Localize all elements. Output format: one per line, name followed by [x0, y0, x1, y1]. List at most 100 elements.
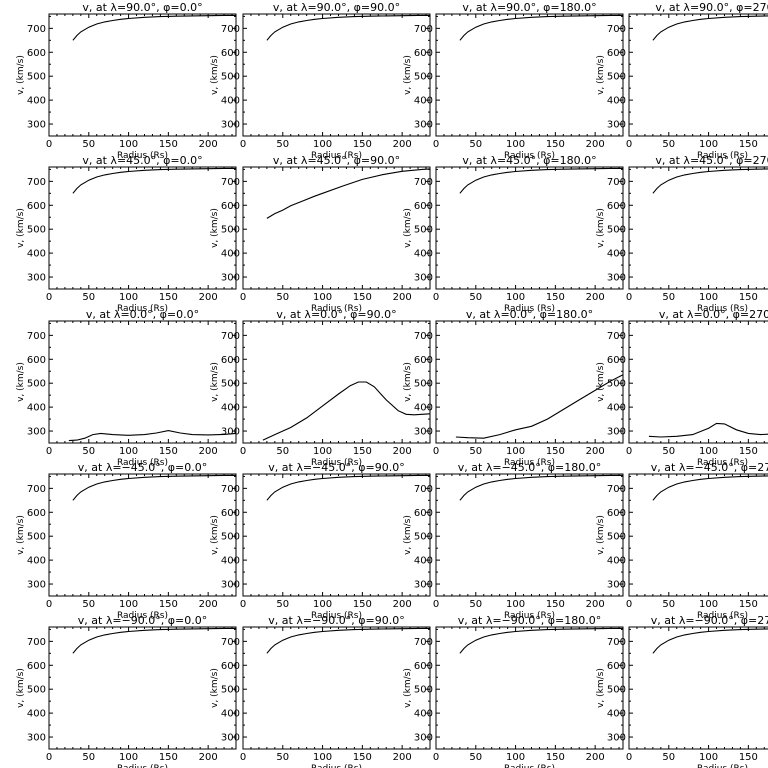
- x-axis-label: Radius (Rs): [311, 458, 362, 468]
- panel-6: v, at λ=45.0°, φ=90.0°0 50 100 150 200300400…: [210, 154, 431, 314]
- y-tick-label: 400: [607, 556, 626, 567]
- series-line: [455, 374, 624, 439]
- series-line: [266, 14, 430, 41]
- x-tick-label: 50: [276, 292, 289, 303]
- y-tick-label: 300: [414, 580, 433, 591]
- x-tick-label: 50: [82, 292, 95, 303]
- plot-frame: [48, 13, 237, 137]
- x-tick-label: 50: [82, 599, 95, 610]
- x-tick-label: 100: [699, 292, 718, 303]
- y-axis-label: v, (km/s): [16, 362, 26, 402]
- series-line: [459, 627, 623, 654]
- y-tick-label: 300: [414, 273, 433, 284]
- y-tick-label: 400: [414, 249, 433, 260]
- y-tick-label: 600: [221, 201, 240, 212]
- x-axis-label: Radius (Rs): [311, 304, 362, 314]
- y-tick-label: 700: [27, 637, 46, 648]
- y-tick-label: 700: [607, 484, 626, 495]
- y-tick-label: 600: [414, 661, 433, 672]
- x-tick-label: 50: [469, 446, 482, 457]
- y-tick-label: 300: [607, 733, 626, 744]
- y-axis-label: v, (km/s): [403, 668, 413, 708]
- panel-title: v, at λ=90.0°, φ=180.0°: [462, 1, 596, 14]
- x-tick-label: 200: [199, 139, 218, 150]
- series-line: [652, 168, 768, 194]
- series-line: [459, 474, 623, 501]
- x-tick-label: 100: [119, 446, 138, 457]
- plot-frame: [242, 626, 431, 750]
- y-tick-label: 400: [27, 403, 46, 414]
- x-tick-label: 150: [739, 599, 758, 610]
- x-tick-label: 200: [199, 599, 218, 610]
- panel-title: v, at λ=45.0°, φ=270.0°: [655, 154, 768, 167]
- series-line: [266, 474, 430, 501]
- plot-frame: [242, 320, 431, 444]
- x-tick-label: 150: [739, 139, 758, 150]
- y-tick-label: 500: [221, 532, 240, 543]
- panel-3: v, at λ=90.0°, φ=180.0°0 50 100 150 20030040…: [403, 1, 624, 161]
- x-tick-label: 150: [159, 292, 178, 303]
- y-axis-label: v, (km/s): [210, 208, 220, 248]
- x-axis-label: Radius (Rs): [504, 764, 555, 768]
- x-tick-label: 50: [662, 139, 675, 150]
- y-axis-label: v, (km/s): [210, 362, 220, 402]
- plot-frame: [435, 13, 624, 137]
- y-tick-label: 300: [414, 733, 433, 744]
- panel-title: v, at λ=0.0°, φ=270.0°: [659, 308, 768, 321]
- x-axis-label: Radius (Rs): [697, 304, 748, 314]
- plot-frame: [628, 320, 768, 444]
- y-tick-label: 400: [27, 709, 46, 720]
- x-tick-label: 100: [506, 599, 525, 610]
- x-tick-label: 50: [469, 752, 482, 763]
- series-line: [72, 14, 236, 41]
- x-tick-label: 100: [119, 139, 138, 150]
- y-tick-label: 600: [27, 661, 46, 672]
- y-tick-label: 600: [414, 48, 433, 59]
- plot-frame: [242, 166, 431, 290]
- x-tick-label: 0: [240, 446, 246, 457]
- x-tick-label: 200: [586, 752, 605, 763]
- x-axis-label: Radius (Rs): [117, 764, 168, 768]
- x-tick-label: 50: [662, 599, 675, 610]
- panel-title: v, at λ=45.0°, φ=90.0°: [273, 154, 400, 167]
- series-line: [72, 474, 236, 501]
- panel-title: v, at λ=−45.0°, φ=90.0°: [268, 461, 404, 474]
- y-tick-label: 300: [607, 427, 626, 438]
- y-tick-label: 600: [414, 355, 433, 366]
- y-tick-label: 500: [27, 532, 46, 543]
- x-tick-label: 100: [313, 139, 332, 150]
- y-tick-label: 700: [414, 484, 433, 495]
- x-tick-label: 50: [82, 752, 95, 763]
- y-tick-label: 400: [27, 249, 46, 260]
- x-tick-label: 0: [433, 446, 439, 457]
- y-tick-label: 400: [607, 96, 626, 107]
- x-tick-label: 100: [313, 446, 332, 457]
- x-tick-label: 150: [159, 599, 178, 610]
- y-tick-label: 400: [221, 96, 240, 107]
- panel-title: v, at λ=45.0°, φ=0.0°: [82, 154, 202, 167]
- x-tick-label: 50: [662, 752, 675, 763]
- panel-15: v, at λ=−45.0°, φ=180.0°0 50 100 150 2003004…: [403, 461, 624, 621]
- y-tick-label: 400: [27, 96, 46, 107]
- x-tick-label: 50: [469, 292, 482, 303]
- y-axis-label: v, (km/s): [16, 55, 26, 95]
- x-tick-label: 150: [546, 446, 565, 457]
- x-axis-label: Radius (Rs): [117, 458, 168, 468]
- plot-frame: [48, 166, 237, 290]
- y-axis-label: v, (km/s): [210, 55, 220, 95]
- x-tick-label: 50: [82, 446, 95, 457]
- x-axis-label: Radius (Rs): [504, 151, 555, 161]
- x-tick-label: 0: [626, 446, 632, 457]
- plot-frame: [628, 626, 768, 750]
- y-tick-label: 600: [414, 201, 433, 212]
- series-line: [459, 167, 623, 194]
- panel-title: v, at λ=−45.0°, φ=270.0°: [651, 461, 768, 474]
- x-tick-label: 150: [739, 292, 758, 303]
- panel-title: v, at λ=90.0°, φ=90.0°: [273, 1, 400, 14]
- y-tick-label: 400: [414, 403, 433, 414]
- plot-frame: [242, 473, 431, 597]
- y-tick-label: 700: [607, 331, 626, 342]
- y-tick-label: 400: [607, 709, 626, 720]
- y-tick-label: 500: [221, 225, 240, 236]
- series-line: [648, 422, 768, 438]
